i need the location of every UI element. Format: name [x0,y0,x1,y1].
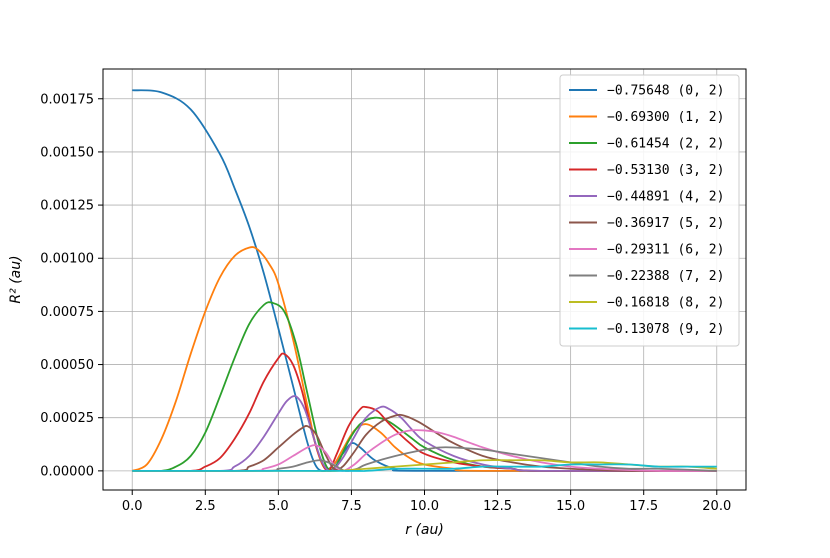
legend-entry-label: −0.53130 (3, 2) [607,163,724,178]
x-tick-label: 15.0 [556,499,585,514]
legend-entry-label: −0.29311 (6, 2) [607,243,724,258]
legend-entry-label: −0.61454 (2, 2) [607,137,724,152]
y-tick-label: 0.00175 [40,92,94,107]
x-tick-label: 10.0 [410,499,439,514]
series-line-2 [132,301,717,473]
y-tick-label: 0.00050 [40,358,94,373]
y-tick-label: 0.00100 [40,252,94,267]
legend-entry-label: −0.36917 (5, 2) [607,216,724,231]
x-axis-ticks: 0.0 2.5 5.0 7.5 10.0 12.5 15.0 17.5 20.0 [122,490,731,514]
y-tick-label: 0.00125 [40,199,94,214]
x-tick-label: 20.0 [702,499,731,514]
legend-entry-label: −0.22388 (7, 2) [607,269,724,284]
series-line-9 [132,463,717,472]
y-axis-label: R² (au) [8,255,24,303]
x-tick-label: 12.5 [483,499,512,514]
legend: −0.75648 (0, 2) −0.69300 (1, 2) −0.61454 (… [559,74,740,347]
series-line-5 [132,413,717,473]
y-tick-label: 0.00000 [40,464,94,479]
y-tick-label: 0.00025 [40,411,94,426]
x-axis-label: r (au) [405,522,444,538]
x-tick-label: 17.5 [629,499,658,514]
legend-entry-label: −0.75648 (0, 2) [607,84,724,99]
x-tick-label: 0.0 [122,499,143,514]
x-tick-label: 2.5 [195,499,216,514]
series-line-6 [132,429,717,472]
legend-entry-label: −0.16818 (8, 2) [607,296,724,311]
y-axis-ticks: 0.00000 0.00025 0.00050 0.00075 0.00100 0.001… [40,92,103,479]
series-lines [131,89,717,473]
series-line-1 [131,246,717,472]
legend-entry-label: −0.44891 (4, 2) [607,190,724,205]
legend-entry-label: −0.69300 (1, 2) [607,110,724,125]
x-tick-label: 5.0 [268,499,289,514]
x-tick-label: 7.5 [341,499,362,514]
y-tick-label: 0.00150 [40,145,94,160]
legend-entry-label: −0.13078 (9, 2) [607,322,724,337]
legend-box [559,74,740,347]
y-tick-label: 0.00075 [40,305,94,320]
